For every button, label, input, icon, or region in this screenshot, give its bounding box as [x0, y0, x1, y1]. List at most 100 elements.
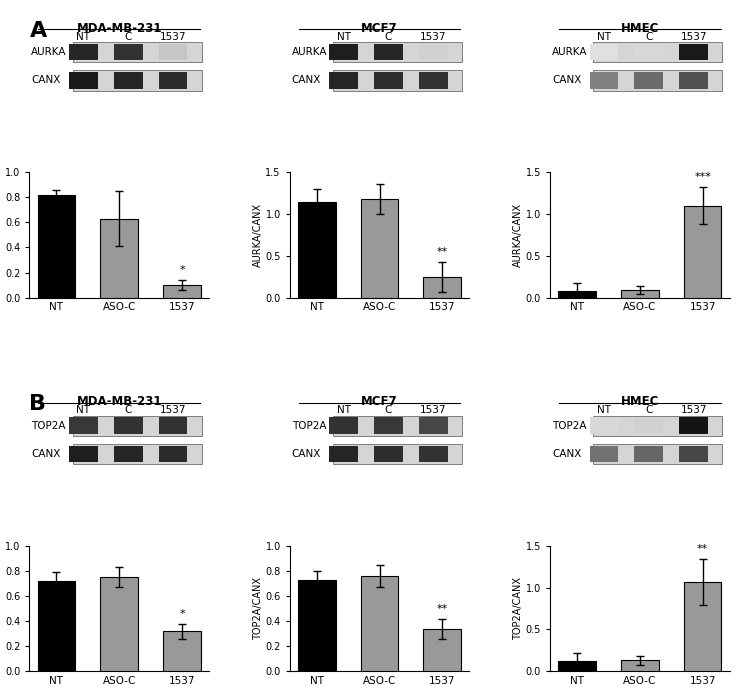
- Bar: [72, 42, 202, 62]
- Text: MCF7: MCF7: [361, 395, 398, 408]
- Text: AURKA: AURKA: [552, 47, 587, 57]
- Text: **: **: [437, 603, 448, 614]
- Bar: [158, 417, 187, 434]
- Text: CANX: CANX: [552, 75, 581, 85]
- Text: CANX: CANX: [31, 75, 60, 85]
- Bar: [69, 72, 98, 89]
- Bar: [333, 416, 462, 436]
- Bar: [298, 580, 335, 671]
- Bar: [593, 444, 722, 464]
- Text: NT: NT: [77, 32, 91, 42]
- Text: **: **: [697, 543, 708, 554]
- Y-axis label: TOP2A/CANX: TOP2A/CANX: [253, 577, 262, 640]
- Text: **: **: [437, 246, 448, 257]
- Bar: [424, 628, 461, 671]
- Text: 1537: 1537: [680, 406, 707, 415]
- Text: *: *: [179, 609, 185, 619]
- Text: CANX: CANX: [31, 449, 60, 459]
- Bar: [419, 44, 448, 60]
- Bar: [593, 416, 722, 436]
- Text: C: C: [645, 32, 652, 42]
- Text: ***: ***: [694, 172, 711, 182]
- Bar: [72, 416, 202, 436]
- Bar: [69, 446, 98, 462]
- Bar: [329, 446, 358, 462]
- Bar: [113, 44, 142, 60]
- Text: NT: NT: [337, 32, 351, 42]
- Bar: [69, 44, 98, 60]
- Bar: [635, 417, 663, 434]
- Bar: [374, 72, 403, 89]
- Bar: [621, 290, 659, 298]
- Bar: [419, 417, 448, 434]
- Bar: [100, 219, 138, 298]
- Bar: [158, 446, 187, 462]
- Text: 1537: 1537: [420, 406, 447, 415]
- Bar: [558, 662, 596, 671]
- Y-axis label: AURKA/CANX: AURKA/CANX: [513, 203, 523, 267]
- Bar: [590, 72, 618, 89]
- Text: CANX: CANX: [292, 449, 321, 459]
- Bar: [298, 201, 335, 298]
- Bar: [360, 576, 399, 671]
- Bar: [590, 446, 618, 462]
- Bar: [635, 72, 663, 89]
- Text: NT: NT: [77, 406, 91, 415]
- Text: AURKA: AURKA: [31, 47, 67, 57]
- Text: MDA-MB-231: MDA-MB-231: [77, 21, 162, 35]
- Bar: [680, 446, 708, 462]
- Text: 1537: 1537: [420, 32, 447, 42]
- Bar: [635, 446, 663, 462]
- Bar: [163, 285, 201, 298]
- Text: TOP2A: TOP2A: [292, 421, 326, 430]
- Bar: [113, 417, 142, 434]
- Bar: [593, 71, 722, 91]
- Text: AURKA: AURKA: [292, 47, 327, 57]
- Bar: [419, 446, 448, 462]
- Text: C: C: [125, 406, 132, 415]
- Bar: [329, 72, 358, 89]
- Bar: [621, 660, 659, 671]
- Y-axis label: TOP2A/CANX: TOP2A/CANX: [0, 577, 2, 640]
- Bar: [333, 71, 462, 91]
- Text: 1537: 1537: [160, 32, 186, 42]
- Bar: [558, 291, 596, 298]
- Bar: [333, 444, 462, 464]
- Text: *: *: [179, 265, 185, 275]
- Bar: [158, 44, 187, 60]
- Text: C: C: [385, 32, 392, 42]
- Bar: [590, 417, 618, 434]
- Text: HMEC: HMEC: [621, 395, 659, 408]
- Text: CANX: CANX: [552, 449, 581, 459]
- Bar: [374, 446, 403, 462]
- Bar: [684, 206, 722, 298]
- Text: NT: NT: [597, 406, 611, 415]
- Y-axis label: AURKA/CANX: AURKA/CANX: [253, 203, 262, 267]
- Text: 1537: 1537: [680, 32, 707, 42]
- Text: TOP2A: TOP2A: [552, 421, 587, 430]
- Text: MCF7: MCF7: [361, 21, 398, 35]
- Bar: [163, 631, 201, 671]
- Text: C: C: [645, 406, 652, 415]
- Text: HMEC: HMEC: [621, 21, 659, 35]
- Bar: [680, 44, 708, 60]
- Text: NT: NT: [597, 32, 611, 42]
- Bar: [100, 577, 138, 671]
- Text: A: A: [29, 21, 46, 41]
- Text: CANX: CANX: [292, 75, 321, 85]
- Text: NT: NT: [337, 406, 351, 415]
- Bar: [424, 277, 461, 298]
- Text: 1537: 1537: [160, 406, 186, 415]
- Bar: [69, 417, 98, 434]
- Bar: [72, 444, 202, 464]
- Y-axis label: TOP2A/CANX: TOP2A/CANX: [513, 577, 523, 640]
- Bar: [680, 72, 708, 89]
- Bar: [593, 42, 722, 62]
- Text: C: C: [385, 406, 392, 415]
- Bar: [38, 195, 75, 298]
- Bar: [333, 42, 462, 62]
- Bar: [684, 582, 722, 671]
- Bar: [360, 199, 399, 298]
- Bar: [590, 44, 618, 60]
- Bar: [329, 44, 358, 60]
